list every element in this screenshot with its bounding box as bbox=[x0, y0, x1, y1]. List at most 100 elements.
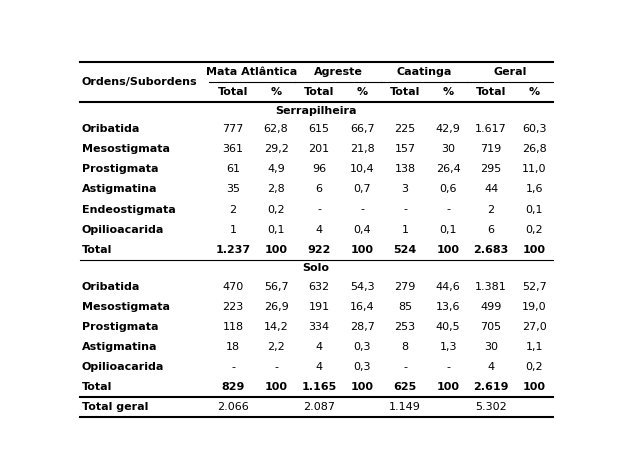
Text: 4: 4 bbox=[315, 362, 323, 372]
Text: 2.087: 2.087 bbox=[303, 402, 335, 412]
Text: Astigmatina: Astigmatina bbox=[82, 185, 157, 195]
Text: 225: 225 bbox=[394, 124, 416, 134]
Text: 60,3: 60,3 bbox=[522, 124, 547, 134]
Text: 30: 30 bbox=[441, 144, 455, 154]
Text: 524: 524 bbox=[394, 245, 416, 255]
Text: 29,2: 29,2 bbox=[263, 144, 289, 154]
Text: Ordens/Subordens: Ordens/Subordens bbox=[82, 77, 197, 87]
Text: -: - bbox=[317, 204, 321, 215]
Text: 4: 4 bbox=[315, 342, 323, 352]
Text: 56,7: 56,7 bbox=[264, 282, 288, 292]
Text: 0,1: 0,1 bbox=[439, 225, 457, 235]
Text: Oribatida: Oribatida bbox=[82, 282, 140, 292]
Text: 19,0: 19,0 bbox=[522, 302, 547, 312]
Text: 705: 705 bbox=[481, 322, 502, 332]
Text: 4,9: 4,9 bbox=[267, 164, 285, 174]
Text: 6: 6 bbox=[316, 185, 323, 195]
Text: 1.237: 1.237 bbox=[215, 245, 251, 255]
Text: 470: 470 bbox=[223, 282, 244, 292]
Text: 100: 100 bbox=[265, 245, 288, 255]
Text: 26,9: 26,9 bbox=[263, 302, 289, 312]
Text: 279: 279 bbox=[394, 282, 416, 292]
Text: Caatinga: Caatinga bbox=[396, 67, 452, 77]
Text: 0,1: 0,1 bbox=[526, 204, 543, 215]
Text: 11,0: 11,0 bbox=[522, 164, 547, 174]
Text: 3: 3 bbox=[402, 185, 408, 195]
Text: Oribatida: Oribatida bbox=[82, 124, 140, 134]
Text: 1: 1 bbox=[230, 225, 236, 235]
Text: 100: 100 bbox=[350, 382, 374, 392]
Text: 10,4: 10,4 bbox=[350, 164, 375, 174]
Text: 2,2: 2,2 bbox=[267, 342, 285, 352]
Text: 0,3: 0,3 bbox=[354, 362, 371, 372]
Text: 1,3: 1,3 bbox=[439, 342, 457, 352]
Text: 295: 295 bbox=[481, 164, 502, 174]
Text: 5.302: 5.302 bbox=[475, 402, 507, 412]
Text: 334: 334 bbox=[308, 322, 329, 332]
Text: 829: 829 bbox=[222, 382, 245, 392]
Text: Mesostigmata: Mesostigmata bbox=[82, 144, 170, 154]
Text: Astigmatina: Astigmatina bbox=[82, 342, 157, 352]
Text: 1,6: 1,6 bbox=[526, 185, 543, 195]
Text: 13,6: 13,6 bbox=[436, 302, 460, 312]
Text: 21,8: 21,8 bbox=[350, 144, 375, 154]
Text: 44,6: 44,6 bbox=[436, 282, 460, 292]
Text: 8: 8 bbox=[402, 342, 408, 352]
Text: Total: Total bbox=[390, 87, 420, 97]
Text: -: - bbox=[446, 362, 450, 372]
Text: Total: Total bbox=[476, 87, 507, 97]
Text: 0,2: 0,2 bbox=[525, 225, 543, 235]
Text: %: % bbox=[529, 87, 540, 97]
Text: 0,2: 0,2 bbox=[525, 362, 543, 372]
Text: Agreste: Agreste bbox=[313, 67, 362, 77]
Text: 625: 625 bbox=[394, 382, 416, 392]
Text: Prostigmata: Prostigmata bbox=[82, 164, 159, 174]
Text: 100: 100 bbox=[523, 382, 545, 392]
Text: 26,4: 26,4 bbox=[436, 164, 460, 174]
Text: 16,4: 16,4 bbox=[350, 302, 375, 312]
Text: Geral: Geral bbox=[493, 67, 526, 77]
Text: Mata Atlântica: Mata Atlântica bbox=[206, 67, 297, 77]
Text: 66,7: 66,7 bbox=[350, 124, 375, 134]
Text: 0,7: 0,7 bbox=[354, 185, 371, 195]
Text: 361: 361 bbox=[223, 144, 244, 154]
Text: 0,3: 0,3 bbox=[354, 342, 371, 352]
Text: 1.149: 1.149 bbox=[389, 402, 421, 412]
Text: Endeostigmata: Endeostigmata bbox=[82, 204, 176, 215]
Text: -: - bbox=[403, 362, 407, 372]
Text: -: - bbox=[231, 362, 235, 372]
Text: 719: 719 bbox=[481, 144, 502, 154]
Text: 100: 100 bbox=[265, 382, 288, 392]
Text: 44: 44 bbox=[484, 185, 499, 195]
Text: Prostigmata: Prostigmata bbox=[82, 322, 159, 332]
Text: Opilioacarida: Opilioacarida bbox=[82, 362, 164, 372]
Text: 118: 118 bbox=[223, 322, 244, 332]
Text: 138: 138 bbox=[395, 164, 416, 174]
Text: 1.165: 1.165 bbox=[302, 382, 337, 392]
Text: 28,7: 28,7 bbox=[350, 322, 375, 332]
Text: 2.066: 2.066 bbox=[217, 402, 249, 412]
Text: 100: 100 bbox=[350, 245, 374, 255]
Text: 30: 30 bbox=[484, 342, 498, 352]
Text: 1,1: 1,1 bbox=[526, 342, 543, 352]
Text: -: - bbox=[446, 204, 450, 215]
Text: 777: 777 bbox=[222, 124, 244, 134]
Text: %: % bbox=[270, 87, 282, 97]
Text: Mesostigmata: Mesostigmata bbox=[82, 302, 170, 312]
Text: -: - bbox=[274, 362, 278, 372]
Text: 201: 201 bbox=[308, 144, 329, 154]
Text: 0,1: 0,1 bbox=[267, 225, 285, 235]
Text: 191: 191 bbox=[308, 302, 329, 312]
Text: 14,2: 14,2 bbox=[263, 322, 289, 332]
Text: 40,5: 40,5 bbox=[436, 322, 460, 332]
Text: -: - bbox=[403, 204, 407, 215]
Text: -: - bbox=[360, 204, 364, 215]
Text: Total: Total bbox=[218, 87, 248, 97]
Text: 61: 61 bbox=[226, 164, 240, 174]
Text: 223: 223 bbox=[223, 302, 244, 312]
Text: 6: 6 bbox=[487, 225, 495, 235]
Text: Solo: Solo bbox=[303, 263, 329, 273]
Text: 615: 615 bbox=[308, 124, 329, 134]
Text: 0,2: 0,2 bbox=[267, 204, 285, 215]
Text: 499: 499 bbox=[481, 302, 502, 312]
